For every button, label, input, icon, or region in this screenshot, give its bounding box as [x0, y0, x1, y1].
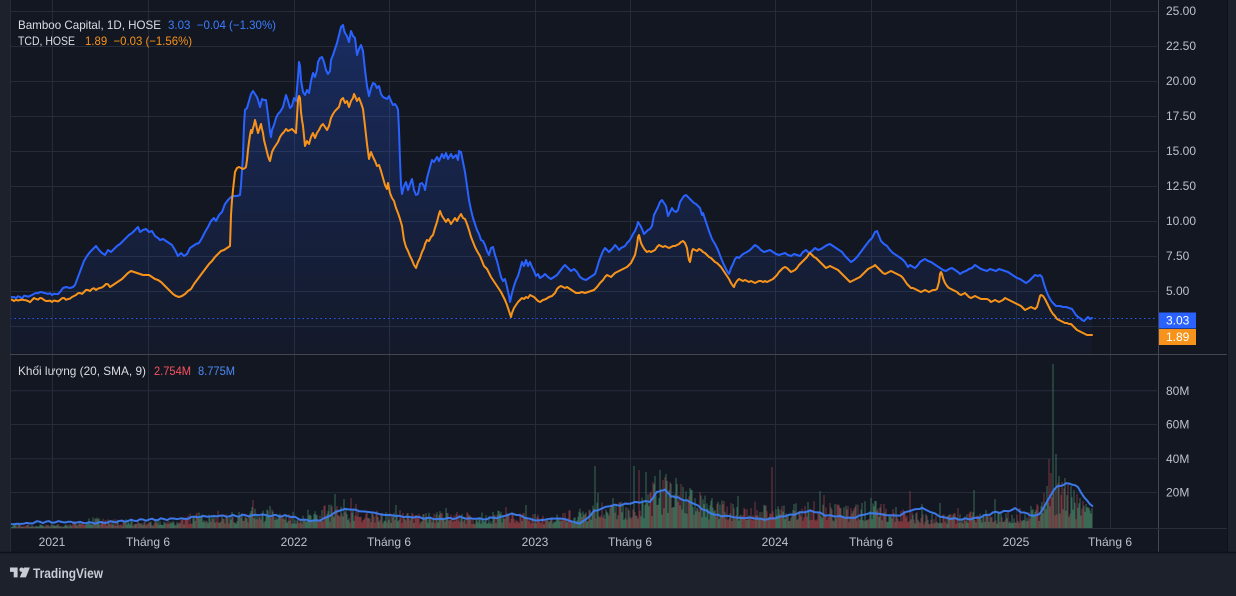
svg-text:20M: 20M [1166, 486, 1189, 500]
svg-text:17.50: 17.50 [1166, 109, 1196, 123]
svg-text:1.89: 1.89 [1166, 330, 1190, 344]
svg-text:2022: 2022 [281, 535, 308, 549]
svg-text:Tháng 6: Tháng 6 [849, 535, 893, 549]
svg-text:Tháng 6: Tháng 6 [608, 535, 652, 549]
svg-text:Tháng 6: Tháng 6 [126, 535, 170, 549]
svg-text:2023: 2023 [522, 535, 549, 549]
svg-text:12.50: 12.50 [1166, 179, 1196, 193]
svg-text:5.00: 5.00 [1166, 284, 1190, 298]
svg-text:2024: 2024 [762, 535, 789, 549]
svg-text:8.775M: 8.775M [198, 364, 235, 378]
svg-text:10.00: 10.00 [1166, 214, 1196, 228]
svg-text:Tháng 6: Tháng 6 [1088, 535, 1132, 549]
svg-text:40M: 40M [1166, 452, 1189, 466]
svg-text:25.00: 25.00 [1166, 4, 1196, 18]
svg-text:3.03 −0.04 (−1.30%): 3.03 −0.04 (−1.30%) [168, 18, 276, 32]
svg-text:2025: 2025 [1003, 535, 1030, 549]
svg-text:3.03: 3.03 [1166, 314, 1190, 328]
svg-text:2.754M: 2.754M [154, 364, 191, 378]
svg-text:22.50: 22.50 [1166, 39, 1196, 53]
svg-text:1.89 −0.03 (−1.56%): 1.89 −0.03 (−1.56%) [85, 34, 192, 48]
svg-text:15.00: 15.00 [1166, 144, 1196, 158]
svg-text:7.50: 7.50 [1166, 249, 1190, 263]
svg-text:Khối lượng (20, SMA, 9): Khối lượng (20, SMA, 9) [18, 364, 146, 378]
svg-text:TradingView: TradingView [33, 565, 103, 581]
svg-text:TCD, HOSE: TCD, HOSE [18, 34, 75, 48]
svg-text:80M: 80M [1166, 384, 1189, 398]
svg-text:Tháng 6: Tháng 6 [367, 535, 411, 549]
svg-text:60M: 60M [1166, 418, 1189, 432]
svg-text:Bamboo Capital, 1D, HOSE: Bamboo Capital, 1D, HOSE [18, 18, 161, 32]
svg-text:2021: 2021 [39, 535, 66, 549]
svg-text:20.00: 20.00 [1166, 74, 1196, 88]
